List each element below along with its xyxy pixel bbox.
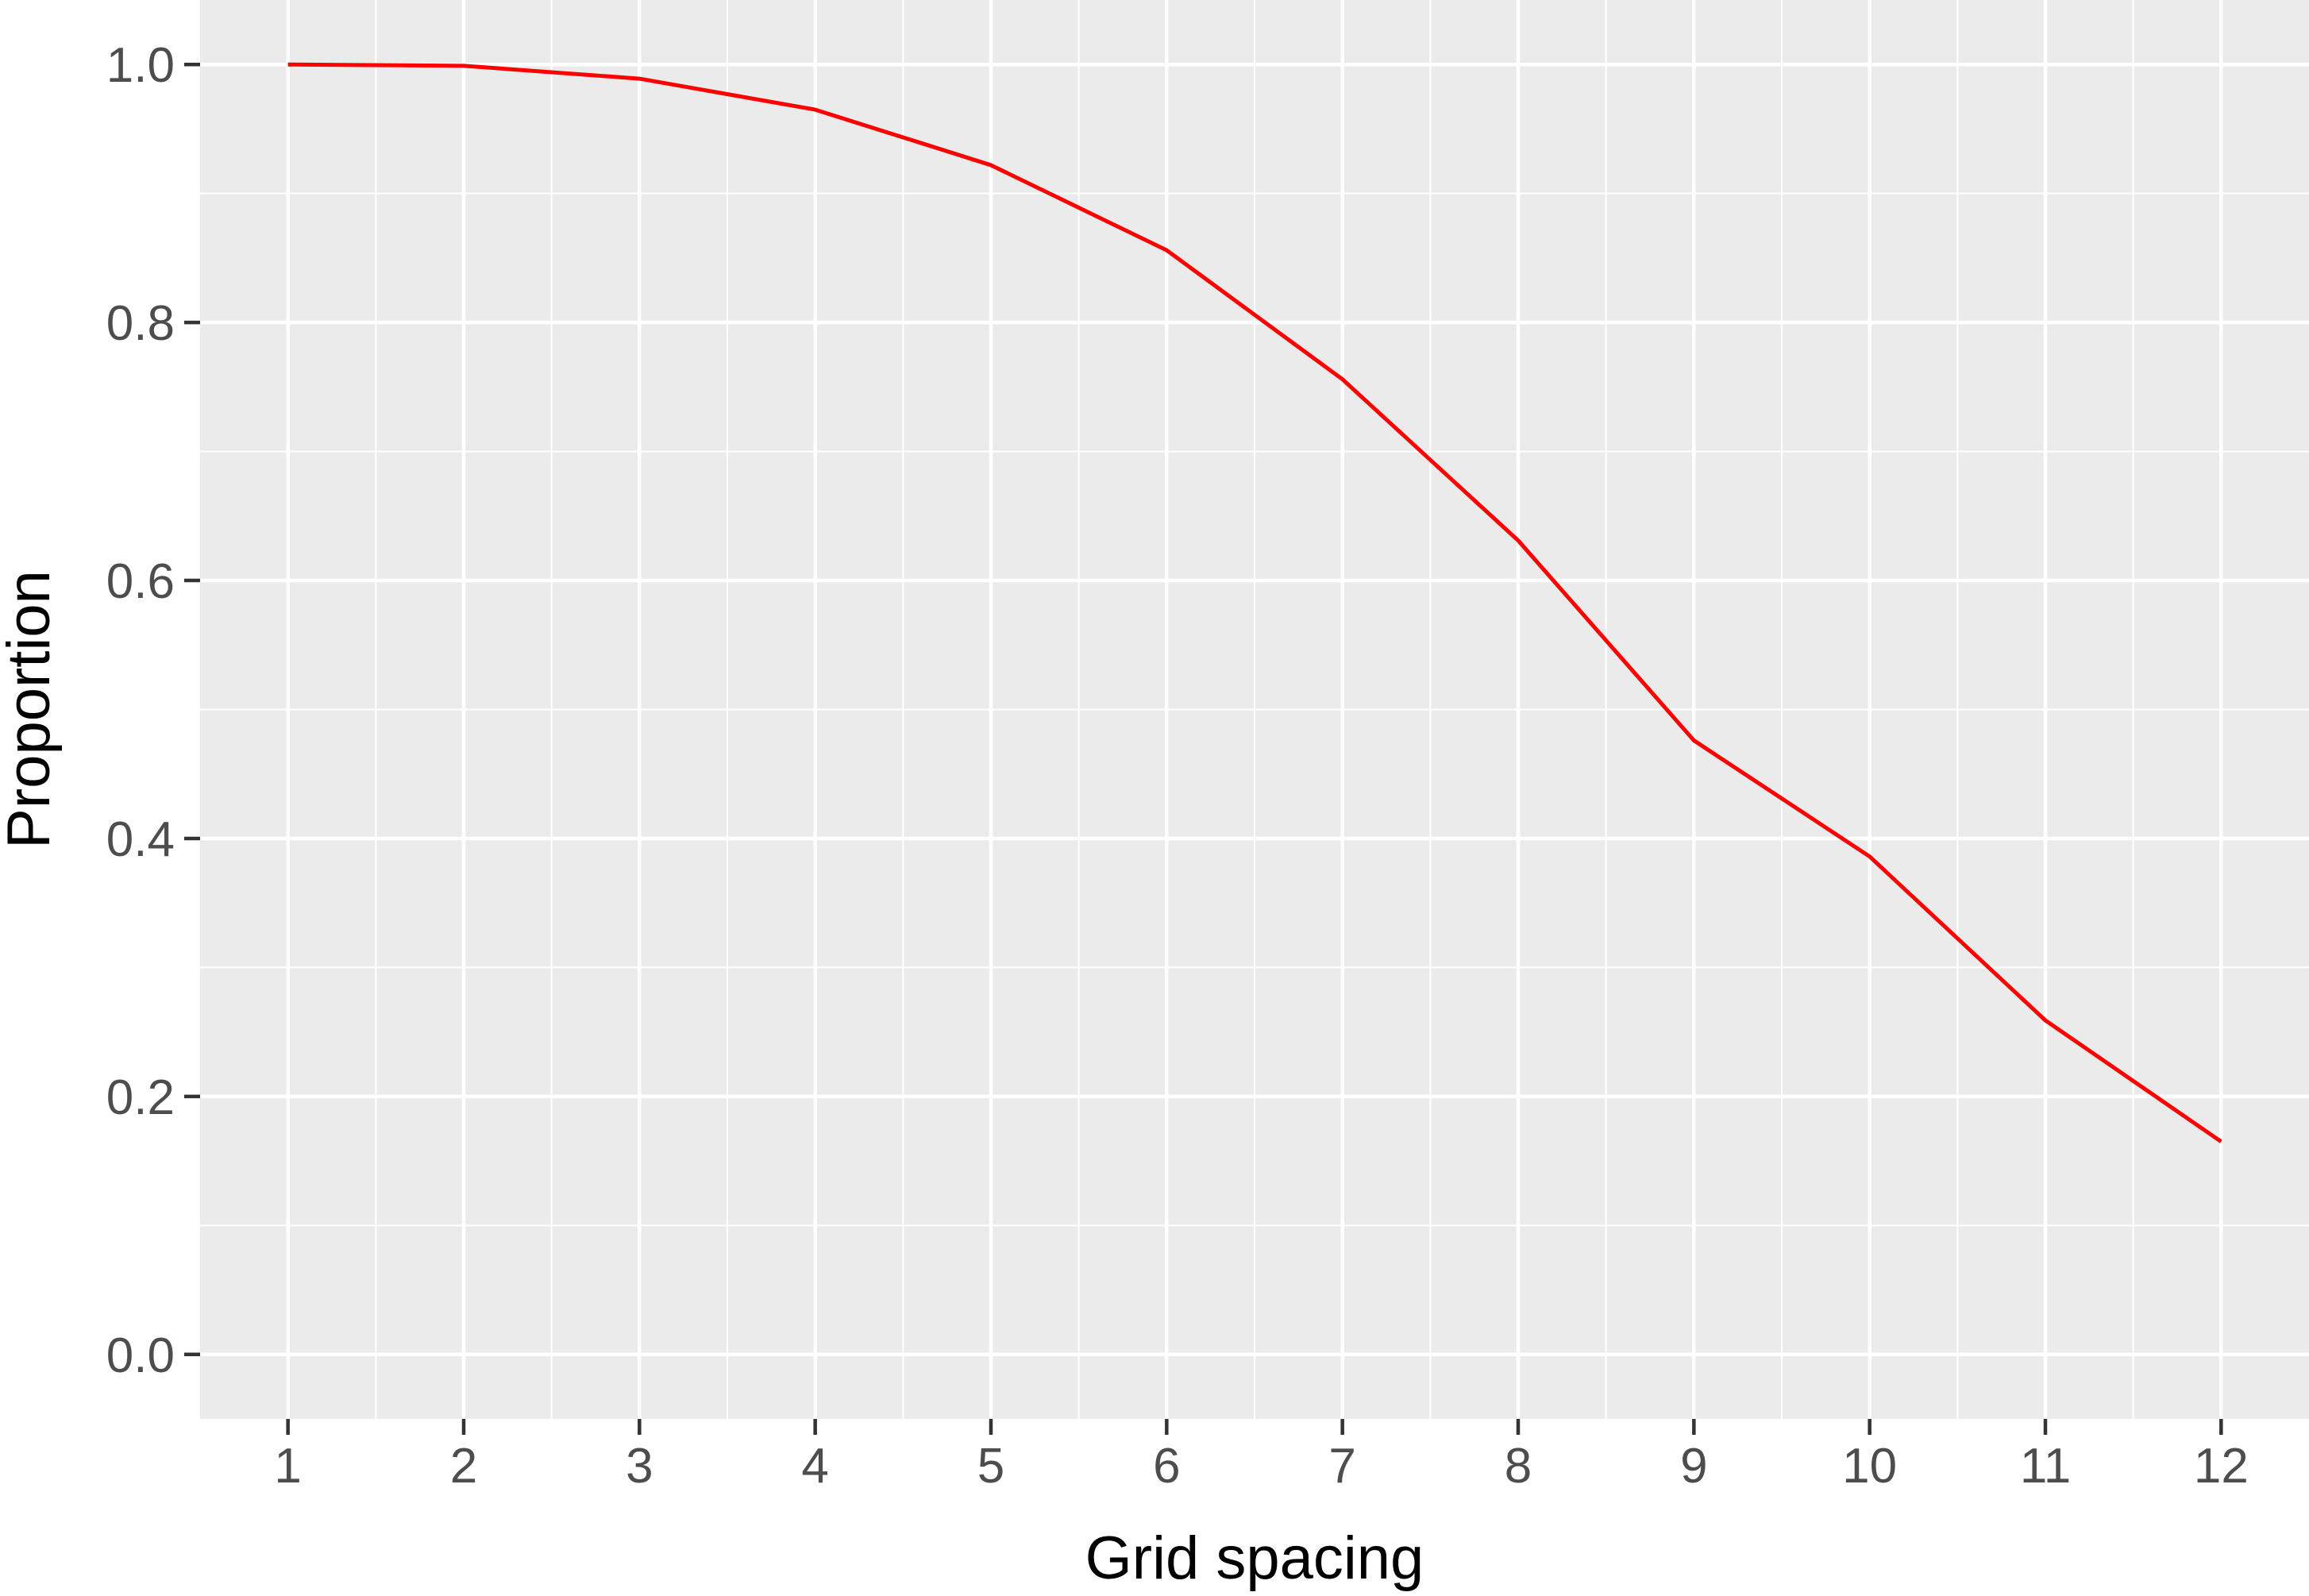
- minor-gridlines: [200, 0, 2309, 1419]
- x-tick-label: 1: [274, 1439, 301, 1494]
- x-tick-label: 10: [1842, 1439, 1897, 1494]
- x-tick-label: 3: [626, 1439, 653, 1494]
- series-layer: [287, 62, 2222, 1143]
- y-tick-label: 0.6: [106, 554, 175, 609]
- y-tick-label: 0.4: [106, 812, 175, 867]
- y-tick-label: 0.2: [106, 1070, 175, 1125]
- y-tick-label: 1.0: [106, 38, 175, 93]
- x-tick-label: 5: [977, 1439, 1004, 1494]
- series-line-1: [287, 62, 2222, 1143]
- x-tick-label: 12: [2194, 1439, 2249, 1494]
- x-tick-label: 6: [1153, 1439, 1180, 1494]
- y-tick-label: 0.0: [106, 1328, 175, 1383]
- x-tick-label: 4: [801, 1439, 828, 1494]
- x-tick-label: 7: [1328, 1439, 1355, 1494]
- y-axis-ticks: 0.0 0.2 0.4 0.6 0.8 1.0: [106, 38, 200, 1383]
- x-tick-label: 11: [2020, 1439, 2071, 1494]
- major-gridlines: [200, 0, 2309, 1419]
- x-tick-label: 2: [450, 1439, 477, 1494]
- x-tick-label: 8: [1505, 1439, 1532, 1494]
- x-axis-ticks: 1 2 3 4 5 6 7 8 9 10 11 12: [274, 1419, 2249, 1494]
- y-axis-title: Proportion: [0, 570, 63, 849]
- y-tick-label: 0.8: [106, 296, 175, 351]
- x-axis-title: Grid spacing: [1085, 1525, 1424, 1592]
- x-tick-label: 9: [1680, 1439, 1707, 1494]
